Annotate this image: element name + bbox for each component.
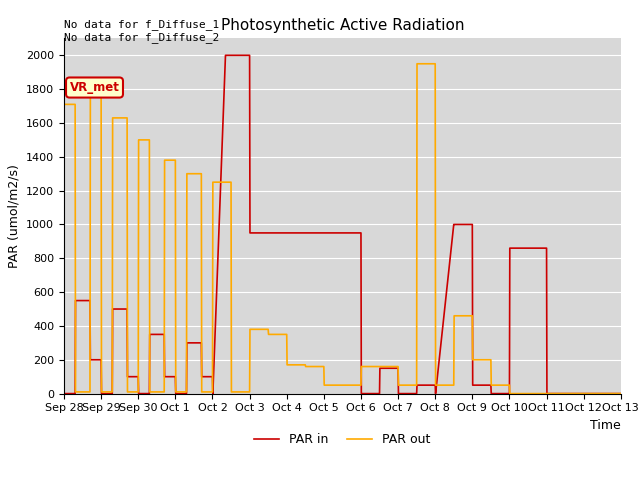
PAR out — [487, 357, 495, 363]
PAR out — [413, 61, 421, 67]
PAR out — [183, 171, 191, 177]
PAR in — [617, 391, 625, 396]
Text: No data for f_Diffuse_1
No data for f_Diffuse_2: No data for f_Diffuse_1 No data for f_Di… — [64, 19, 220, 43]
PAR out — [506, 391, 514, 396]
PAR in — [209, 391, 217, 396]
PAR in — [172, 391, 180, 396]
PAR out — [98, 389, 106, 395]
PAR out — [60, 101, 68, 107]
PAR out — [617, 391, 625, 396]
PAR out — [145, 137, 153, 143]
Line: PAR out: PAR out — [64, 64, 621, 394]
PAR in — [86, 357, 94, 363]
X-axis label: Time: Time — [590, 419, 621, 432]
PAR in — [376, 365, 384, 371]
PAR out — [124, 389, 131, 395]
Legend: PAR in, PAR out: PAR in, PAR out — [249, 428, 436, 451]
PAR in — [506, 245, 514, 251]
Y-axis label: PAR (umol/m2/s): PAR (umol/m2/s) — [8, 164, 20, 268]
Line: PAR in: PAR in — [64, 55, 621, 394]
Text: VR_met: VR_met — [70, 81, 120, 94]
PAR in — [358, 391, 365, 396]
PAR in — [60, 391, 68, 396]
PAR in — [221, 52, 229, 58]
PAR out — [543, 391, 550, 396]
Title: Photosynthetic Active Radiation: Photosynthetic Active Radiation — [221, 18, 464, 33]
